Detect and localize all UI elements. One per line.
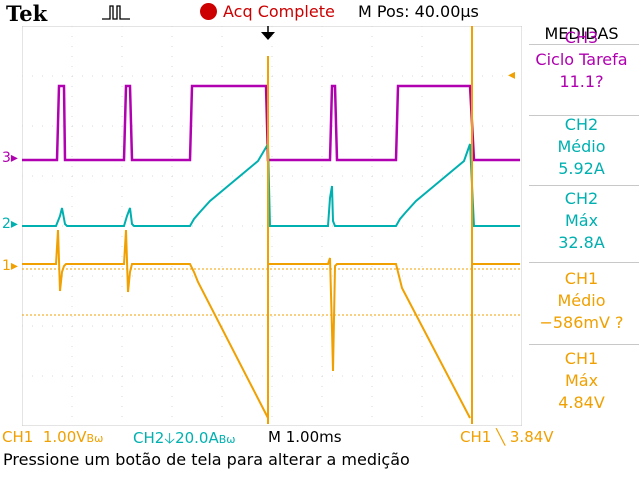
- measurements-panel: MEDIDAS CH3 Ciclo Tarefa 11.1? CH2 Médio 5.9…: [523, 22, 640, 426]
- divider: [529, 44, 639, 45]
- ch3-waveform: [22, 84, 520, 162]
- ch2-settings: CH2🡣20.0ABω: [133, 429, 236, 447]
- acquisition-indicator-icon: [200, 3, 217, 20]
- falling-edge-icon: ╲: [496, 428, 506, 446]
- trigger-position-icon: [261, 32, 275, 40]
- divider: [529, 185, 639, 186]
- acquisition-status: Acq Complete: [223, 2, 335, 21]
- status-bar: [0, 0, 640, 26]
- measurement-ch2-max[interactable]: CH2 Máx 32.8A: [558, 189, 605, 252]
- measurement-ch1-max[interactable]: CH1 Máx 4.84V: [558, 349, 605, 412]
- ch3-ground-marker: 3▸: [2, 150, 18, 166]
- ch1-settings: CH1 1.00VBω: [2, 428, 104, 446]
- divider: [529, 115, 639, 116]
- bandwidth-limit-icon: ω: [94, 432, 104, 445]
- brand-logo: Tek: [6, 1, 48, 26]
- horizontal-position: M Pos: 40.00µs: [358, 2, 479, 21]
- waveform-display: [22, 26, 522, 426]
- measurement-ch2-mean[interactable]: CH2 Médio 5.92A: [557, 115, 606, 178]
- run-state-icon: [102, 5, 130, 20]
- timebase-setting: M 1.00ms: [268, 428, 342, 446]
- bandwidth-limit-icon: ω: [226, 433, 236, 446]
- ch1-ground-marker: 1▸: [2, 258, 18, 274]
- ch2-waveform: [22, 140, 520, 227]
- measurement-ch1-mean[interactable]: CH1 Médio −586mV ?: [539, 269, 624, 332]
- bottom-status-bar: CH1 1.00VBω CH2🡣20.0ABω M 1.00ms CH1 ╲ 3…: [0, 426, 640, 480]
- divider: [529, 344, 639, 345]
- measurements-title: MEDIDAS: [544, 24, 619, 43]
- coupling-arrow-icon: 🡣: [164, 429, 176, 447]
- status-message: Pressione um botão de tela para alterar …: [3, 450, 410, 469]
- ch1-waveform: [22, 26, 520, 424]
- divider: [529, 262, 639, 263]
- measurement-ch3-duty-cycle[interactable]: CH3 Ciclo Tarefa 11.1?: [535, 28, 628, 91]
- trigger-level-marker-icon: ◂: [508, 67, 516, 83]
- trigger-settings: CH1 ╲ 3.84V: [460, 428, 554, 446]
- ch2-ground-marker: 2▸: [2, 216, 18, 232]
